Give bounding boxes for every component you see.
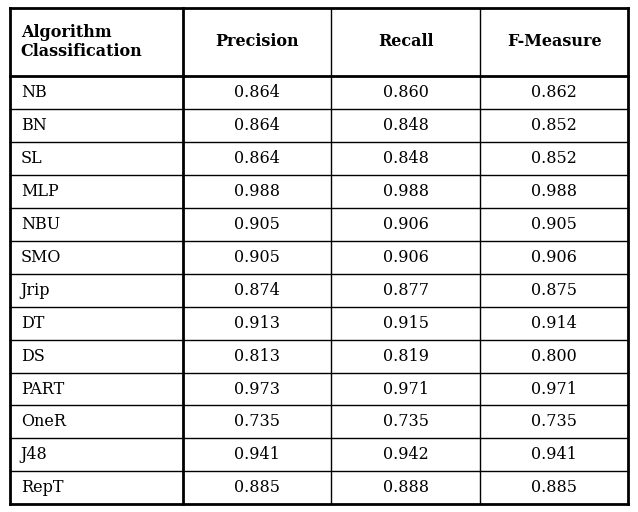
- Text: 0.885: 0.885: [234, 479, 280, 496]
- Text: BN: BN: [20, 117, 47, 134]
- Text: 0.913: 0.913: [234, 315, 280, 332]
- Text: 0.852: 0.852: [531, 117, 577, 134]
- Text: 0.819: 0.819: [383, 348, 429, 365]
- Text: MLP: MLP: [20, 183, 59, 200]
- Text: NB: NB: [20, 84, 47, 101]
- Text: 0.905: 0.905: [234, 249, 280, 266]
- Text: 0.864: 0.864: [234, 117, 280, 134]
- Text: 0.942: 0.942: [383, 446, 429, 463]
- Text: DS: DS: [20, 348, 45, 365]
- Text: 0.988: 0.988: [234, 183, 280, 200]
- Text: 0.885: 0.885: [531, 479, 577, 496]
- Text: 0.906: 0.906: [383, 249, 429, 266]
- Text: PART: PART: [20, 380, 64, 397]
- Text: Precision: Precision: [215, 33, 299, 50]
- Text: Recall: Recall: [378, 33, 433, 50]
- Text: 0.860: 0.860: [383, 84, 429, 101]
- Text: 0.906: 0.906: [383, 216, 429, 233]
- Text: 0.735: 0.735: [383, 414, 429, 431]
- Text: 0.941: 0.941: [531, 446, 577, 463]
- Text: DT: DT: [20, 315, 44, 332]
- Text: 0.988: 0.988: [531, 183, 577, 200]
- Text: 0.864: 0.864: [234, 84, 280, 101]
- Text: 0.852: 0.852: [531, 150, 577, 167]
- Text: 0.874: 0.874: [234, 282, 280, 298]
- Text: 0.735: 0.735: [531, 414, 577, 431]
- Text: 0.735: 0.735: [234, 414, 280, 431]
- Text: 0.888: 0.888: [383, 479, 429, 496]
- Text: 0.848: 0.848: [383, 117, 429, 134]
- Text: SL: SL: [20, 150, 42, 167]
- Text: OneR: OneR: [20, 414, 66, 431]
- Text: 0.906: 0.906: [531, 249, 577, 266]
- Text: 0.905: 0.905: [234, 216, 280, 233]
- Text: SMO: SMO: [20, 249, 61, 266]
- Text: 0.800: 0.800: [531, 348, 577, 365]
- Text: 0.877: 0.877: [383, 282, 429, 298]
- Text: 0.971: 0.971: [531, 380, 577, 397]
- Text: J48: J48: [20, 446, 47, 463]
- Text: NBU: NBU: [20, 216, 60, 233]
- Text: 0.875: 0.875: [531, 282, 577, 298]
- Text: 0.914: 0.914: [531, 315, 577, 332]
- Text: 0.905: 0.905: [531, 216, 577, 233]
- Text: Jrip: Jrip: [20, 282, 50, 298]
- Text: Algorithm
Classification: Algorithm Classification: [20, 24, 142, 60]
- Text: 0.915: 0.915: [383, 315, 429, 332]
- Text: 0.864: 0.864: [234, 150, 280, 167]
- Text: 0.973: 0.973: [234, 380, 280, 397]
- Text: RepT: RepT: [20, 479, 63, 496]
- Text: 0.971: 0.971: [383, 380, 429, 397]
- Text: 0.941: 0.941: [234, 446, 280, 463]
- Text: 0.813: 0.813: [234, 348, 280, 365]
- Text: 0.862: 0.862: [531, 84, 577, 101]
- Text: 0.988: 0.988: [383, 183, 429, 200]
- Text: 0.848: 0.848: [383, 150, 429, 167]
- Text: F-Measure: F-Measure: [507, 33, 602, 50]
